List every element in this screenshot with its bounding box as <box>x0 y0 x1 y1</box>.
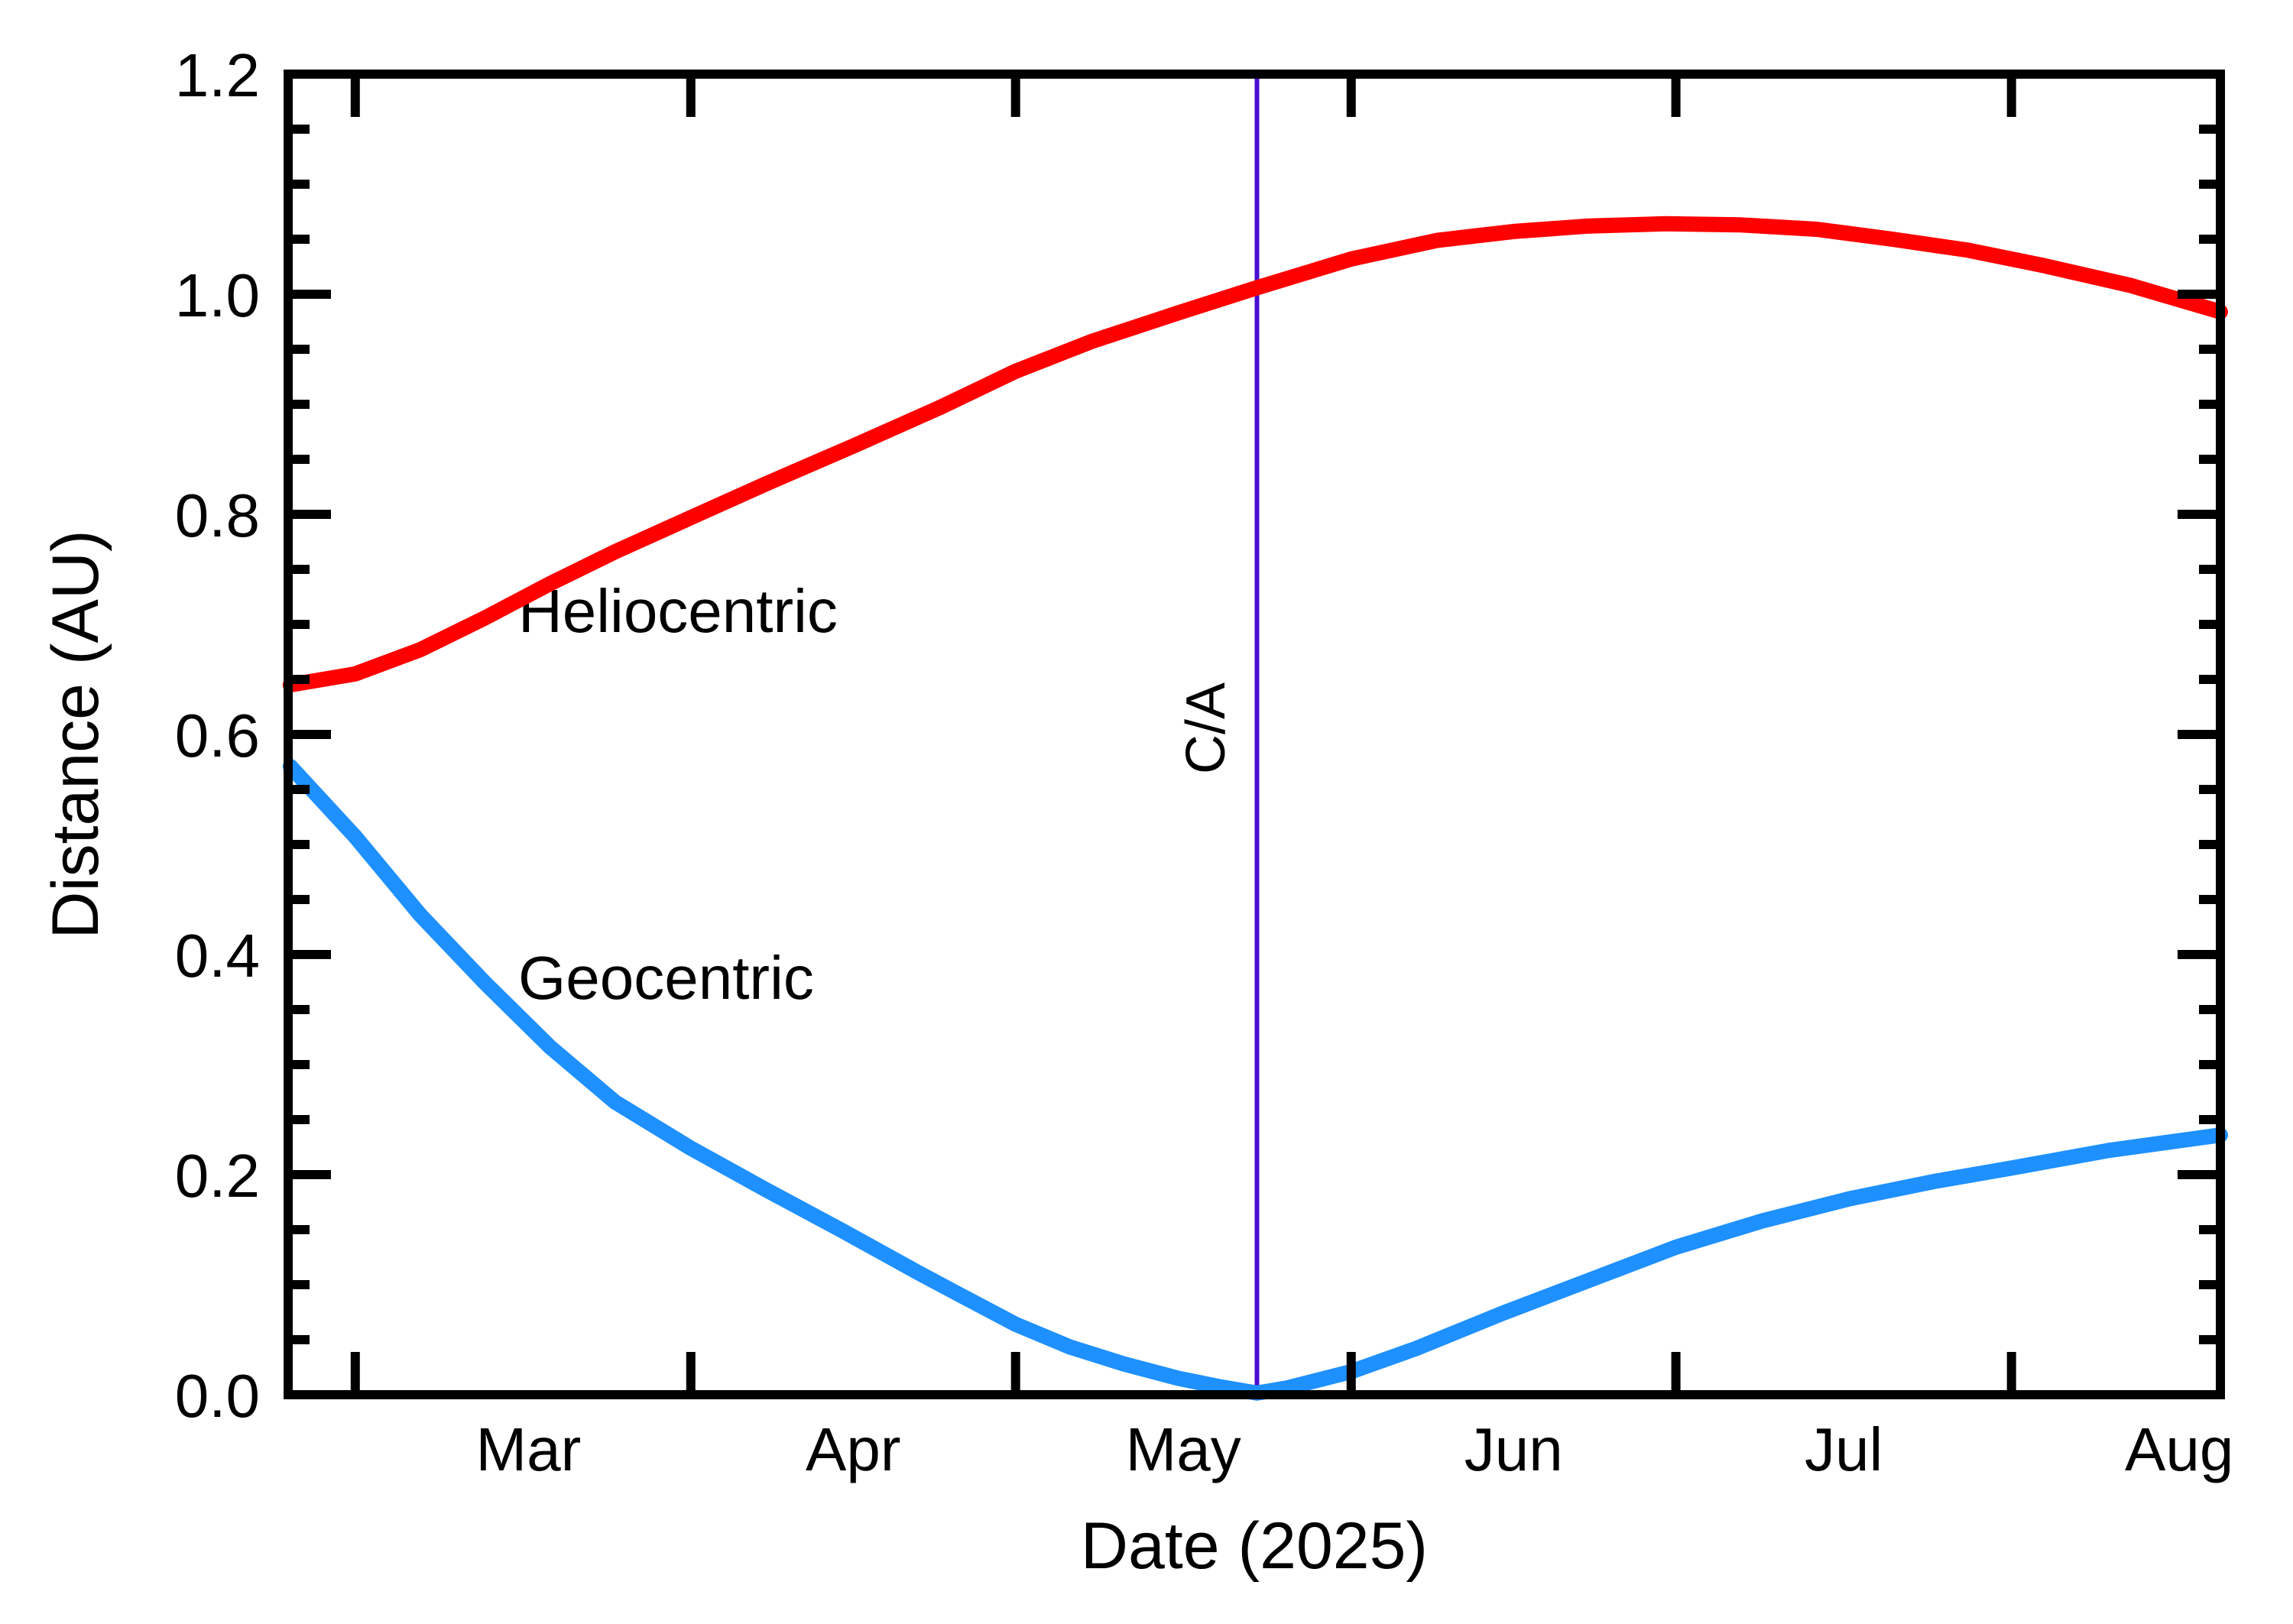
y-tick-label: 0.4 <box>175 922 260 990</box>
y-tick-label: 0.8 <box>175 481 260 549</box>
x-month-label: Jun <box>1464 1415 1563 1483</box>
close-approach-label: C/A <box>1176 682 1237 774</box>
tick-labels-layer: 0.0 0.2 0.4 0.6 0.8 1.0 1.2 Mar Apr May Jun Jul Aug <box>175 41 2234 1483</box>
geocentric-curve <box>282 758 2228 1401</box>
heliocentric-curve-label: Heliocentric <box>518 577 838 645</box>
axes-layer <box>284 70 2225 1399</box>
x-month-label: Aug <box>2125 1415 2233 1483</box>
y-tick-label: 1.0 <box>175 261 260 329</box>
x-month-label: Apr <box>806 1415 901 1483</box>
y-axis-title: Distance (AU) <box>39 530 112 938</box>
y-tick-label: 0.6 <box>175 702 260 770</box>
curves-layer <box>282 216 2228 1401</box>
y-tick-label: 0.2 <box>175 1142 260 1210</box>
heliocentric-curve <box>282 216 2228 693</box>
x-axis-title: Date (2025) <box>1081 1509 1428 1583</box>
geocentric-curve-label: Geocentric <box>518 944 814 1012</box>
y-tick-label: 1.2 <box>175 41 260 109</box>
x-month-label: Jul <box>1805 1415 1883 1483</box>
y-tick-label: 0.0 <box>175 1362 260 1430</box>
axis-box <box>284 70 2225 1399</box>
x-month-label: Mar <box>476 1415 582 1483</box>
x-month-label: May <box>1126 1415 1241 1483</box>
